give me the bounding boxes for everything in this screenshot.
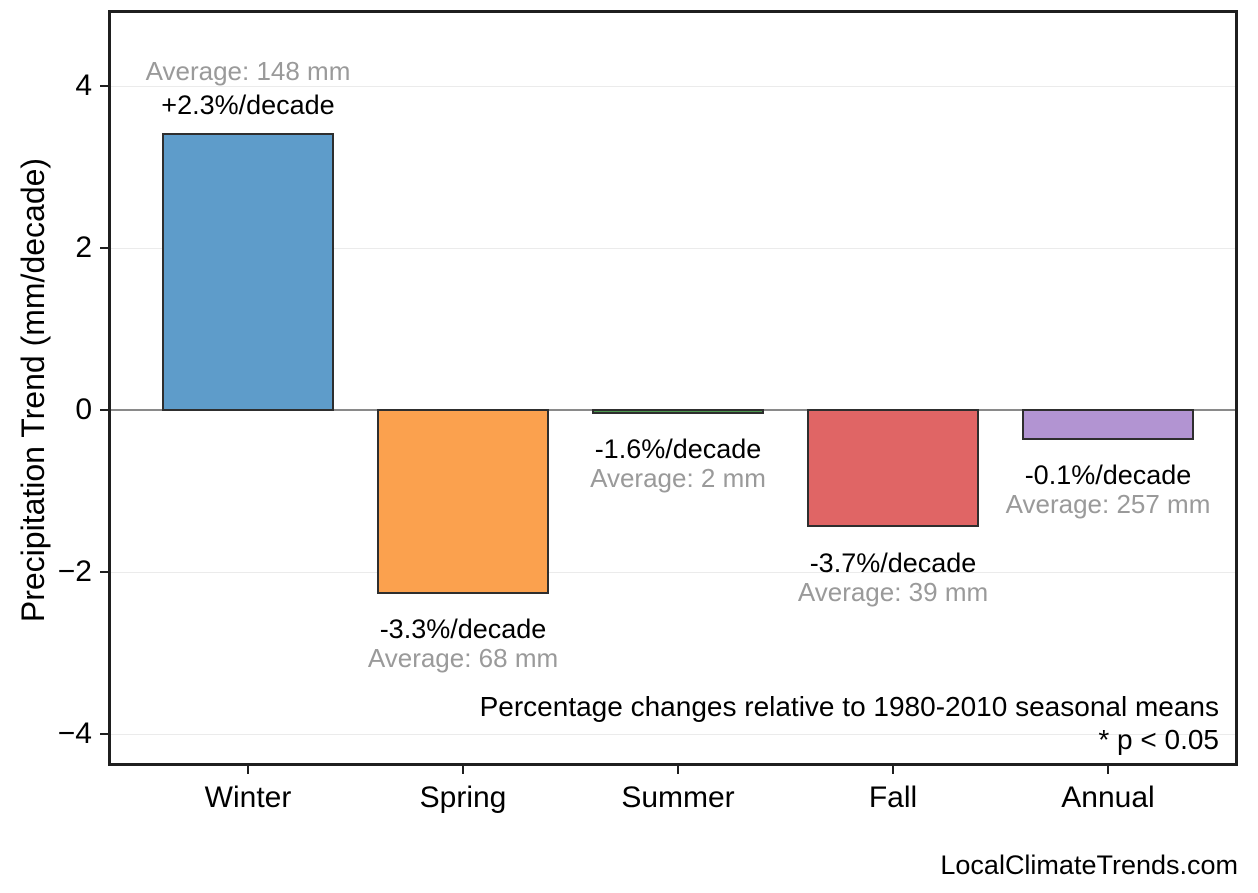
x-tick-mark-summer: [677, 766, 679, 774]
y-tick-label--2: −2: [57, 555, 92, 588]
y-tick-mark-2: [100, 247, 108, 249]
footnote-line-2: * p < 0.05: [1098, 724, 1219, 755]
x-tick-label-summer: Summer: [621, 781, 735, 814]
footnote: Percentage changes relative to 1980-2010…: [480, 690, 1219, 756]
pct-label-fall: -3.7%/decade: [809, 547, 977, 578]
bar-winter: [162, 133, 334, 412]
bar-annual: [1022, 408, 1194, 440]
x-tick-mark-fall: [892, 766, 894, 774]
x-tick-label-fall: Fall: [868, 781, 918, 814]
x-tick-label-spring: Spring: [419, 781, 507, 814]
x-tick-mark-spring: [462, 766, 464, 774]
x-tick-mark-winter: [247, 766, 249, 774]
y-tick-mark--2: [100, 571, 108, 573]
y-tick-mark--4: [100, 733, 108, 735]
x-tick-label-winter: Winter: [204, 781, 292, 814]
avg-label-summer: Average: 2 mm: [590, 463, 766, 494]
y-tick-label-4: 4: [75, 69, 92, 102]
gridline-y--2: [111, 571, 1235, 573]
gridline-y-4: [111, 85, 1235, 87]
plot-area: +2.3%/decade Average: 148 mm -3.3%/decade A…: [108, 10, 1238, 766]
pct-label-summer: -1.6%/decade: [594, 434, 762, 465]
bar-spring: [377, 408, 549, 594]
gridline-y--4: [111, 733, 1235, 735]
gridline-y-2: [111, 247, 1235, 249]
bar-summer: [592, 408, 764, 414]
x-tick-label-annual: Annual: [1061, 781, 1155, 814]
avg-label-winter: Average: 148 mm: [145, 55, 351, 86]
pct-label-annual: -0.1%/decade: [1024, 460, 1192, 491]
avg-label-annual: Average: 257 mm: [1005, 489, 1211, 520]
footnote-line-1: Percentage changes relative to 1980-2010…: [479, 691, 1219, 722]
y-tick-mark-0: [100, 409, 108, 411]
avg-label-spring: Average: 68 mm: [367, 643, 559, 674]
watermark: LocalClimateTrends.com: [940, 850, 1238, 880]
avg-label-fall: Average: 39 mm: [797, 576, 989, 607]
y-tick-label-0: 0: [75, 393, 92, 426]
bar-fall: [807, 408, 979, 528]
y-tick-label-2: 2: [75, 231, 92, 264]
y-tick-label--4: −4: [57, 717, 92, 750]
x-tick-mark-annual: [1107, 766, 1109, 774]
pct-label-winter: +2.3%/decade: [161, 89, 335, 120]
y-tick-mark-4: [100, 85, 108, 87]
pct-label-spring: -3.3%/decade: [379, 614, 547, 645]
